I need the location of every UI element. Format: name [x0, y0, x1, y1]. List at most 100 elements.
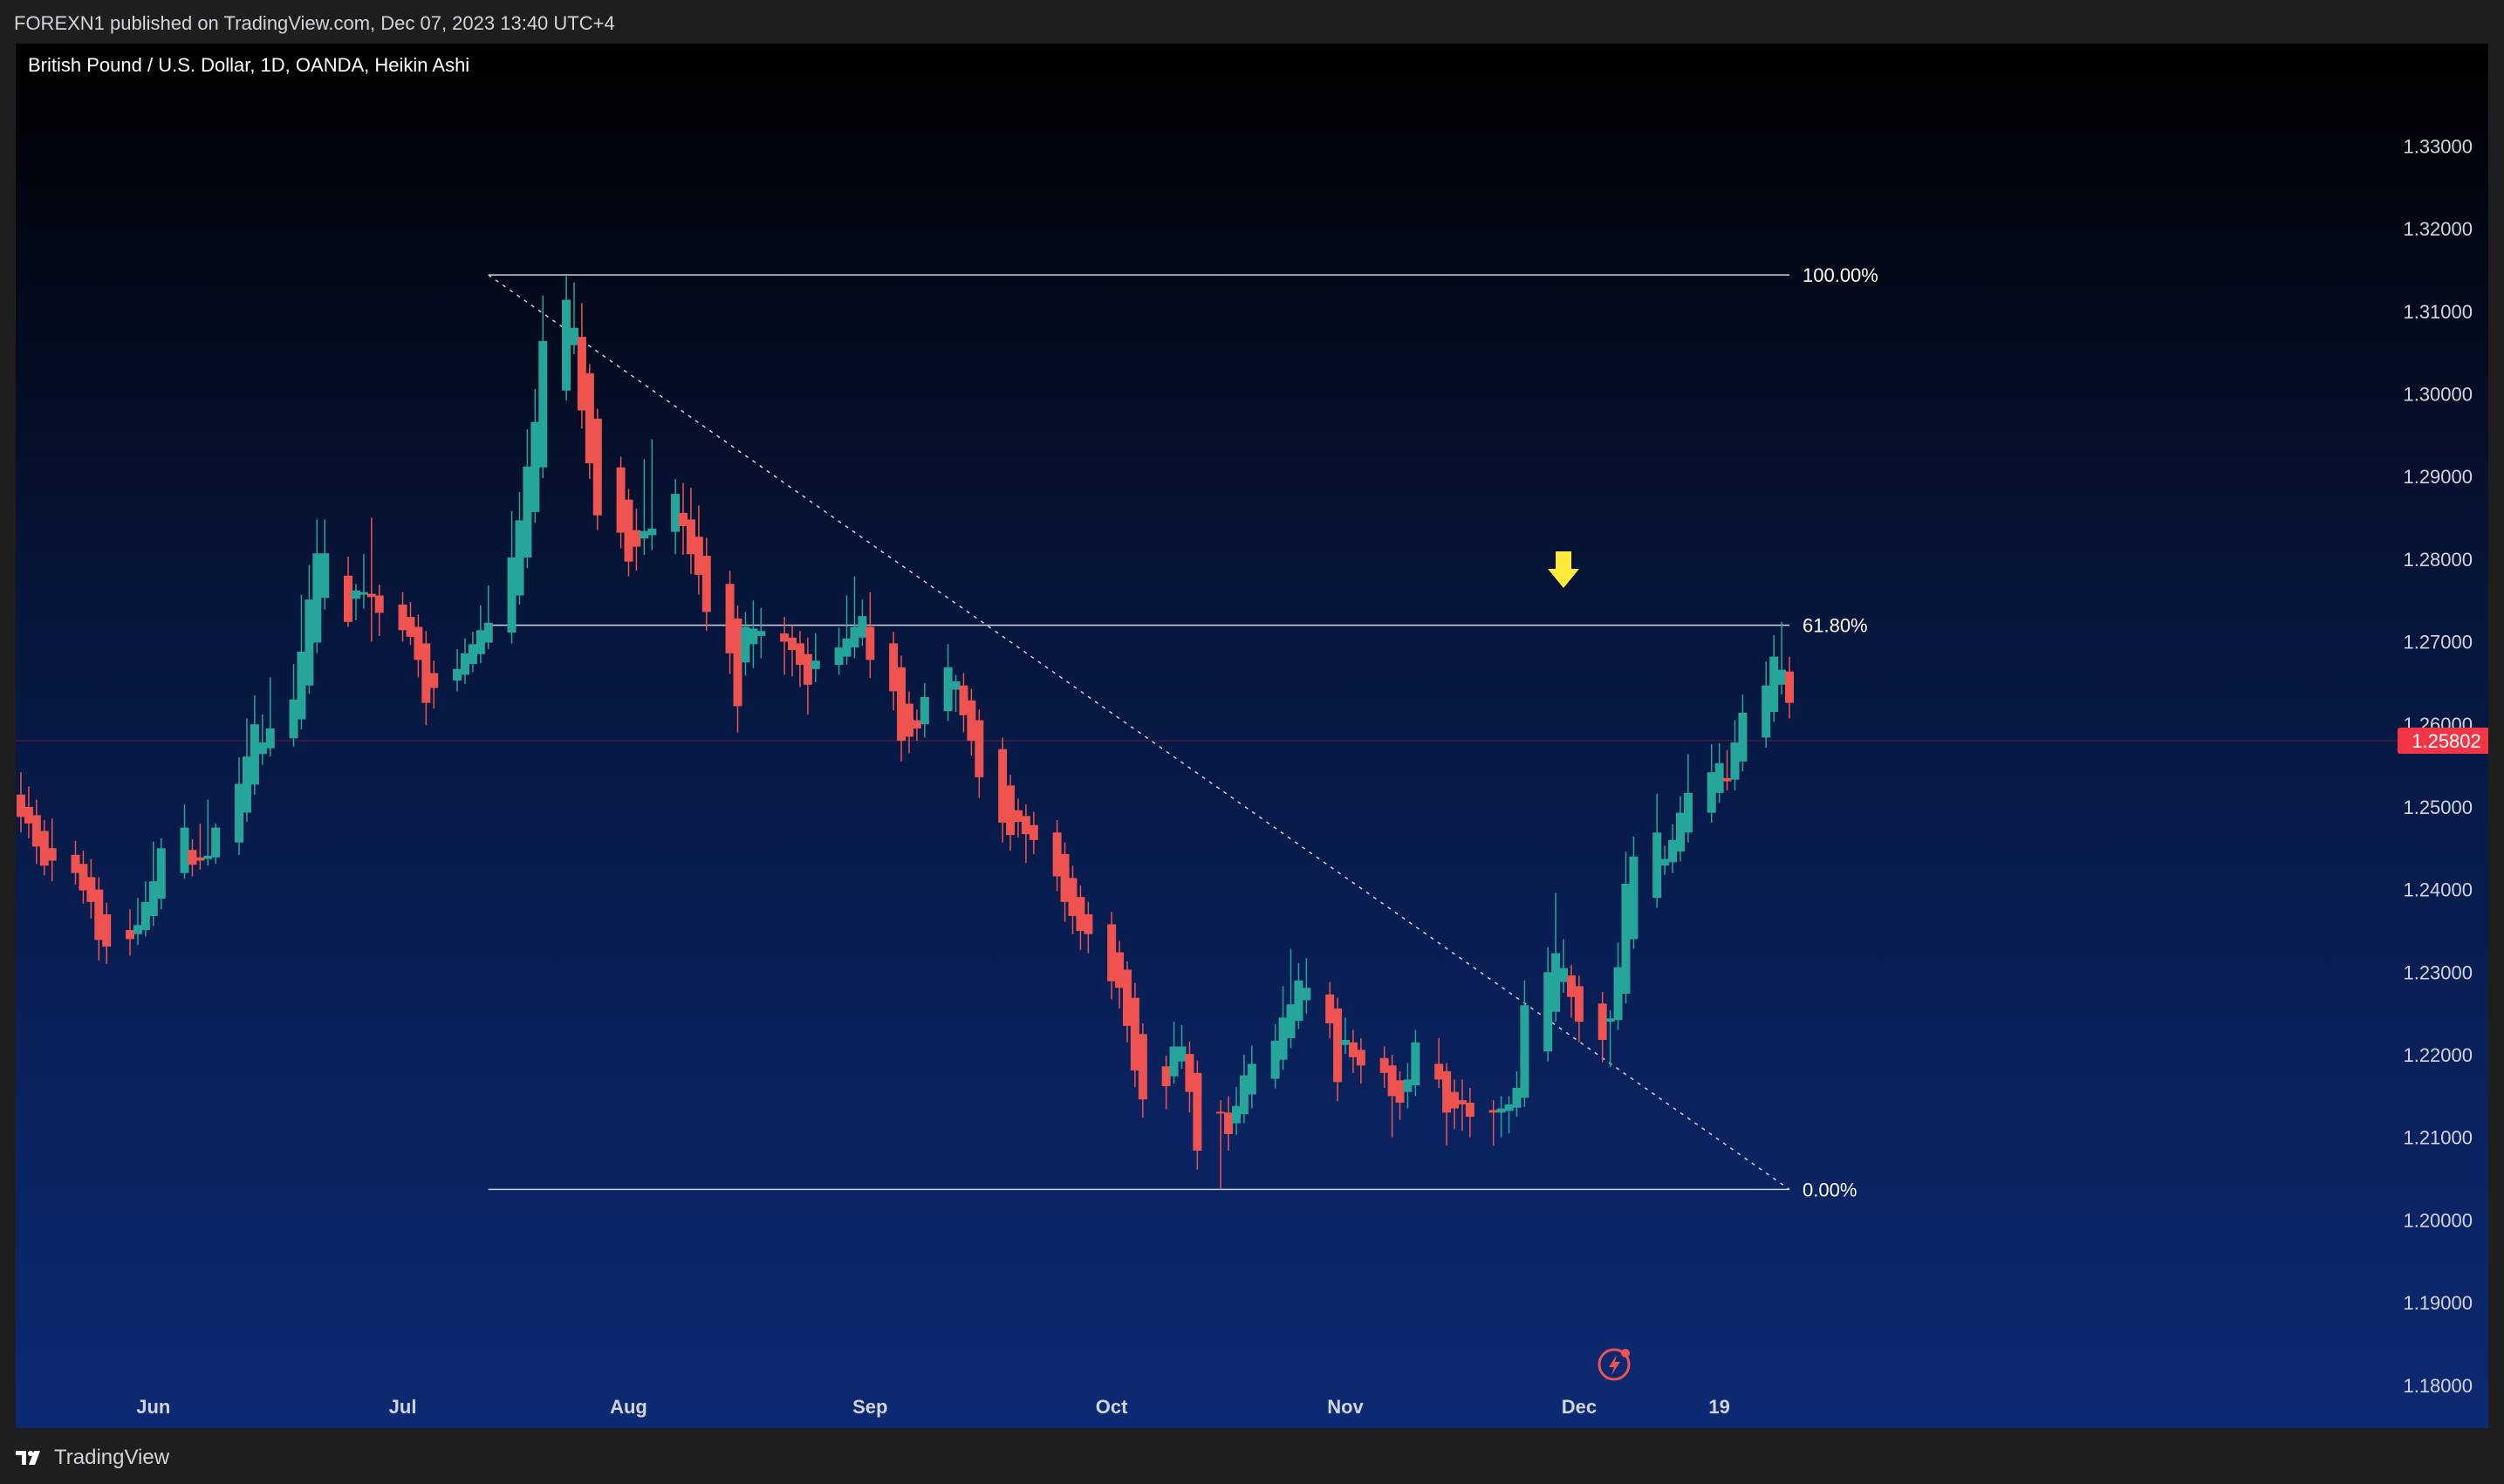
- candle-body: [211, 827, 221, 858]
- candle-body: [1652, 832, 1662, 899]
- candle-body: [453, 668, 462, 681]
- event-dot: [1621, 1349, 1630, 1357]
- candle-body: [250, 724, 259, 785]
- candle-body: [1512, 1087, 1522, 1108]
- candle-body: [904, 703, 913, 737]
- candle-body: [897, 667, 907, 742]
- candle-body: [1122, 969, 1132, 1026]
- candle-body: [1566, 975, 1576, 997]
- candle-body: [756, 631, 766, 636]
- candle-body: [943, 667, 953, 712]
- candle-body: [803, 653, 812, 685]
- candle-body: [1442, 1070, 1452, 1113]
- candle-body: [1785, 671, 1794, 703]
- candle-body: [671, 494, 681, 532]
- x-axis-tick-label: Nov: [1327, 1396, 1364, 1418]
- arrow-down-marker-icon: [1548, 551, 1580, 589]
- candle-body: [733, 619, 742, 707]
- candle-body: [366, 593, 376, 598]
- candle-body: [203, 855, 213, 859]
- candle-body: [1356, 1050, 1365, 1066]
- chart-area[interactable]: 100.00% 61.80% 0.00% 1.33000 1.32000 1.31000 1…: [16, 44, 2488, 1428]
- candle-body: [1107, 924, 1117, 981]
- candle-body: [795, 643, 804, 666]
- candle-body: [1769, 656, 1779, 713]
- candle-body: [1450, 1091, 1460, 1109]
- x-axis-tick-label: Aug: [610, 1396, 647, 1418]
- candle-body: [468, 644, 477, 665]
- candle-body: [741, 626, 750, 663]
- candle-body: [71, 854, 80, 873]
- candle-body: [1730, 742, 1740, 780]
- candle-body: [1138, 1034, 1147, 1100]
- candle-body: [523, 466, 532, 557]
- x-axis-tick-label: Oct: [1096, 1396, 1128, 1418]
- candle-body: [102, 914, 112, 947]
- candle-body: [515, 520, 524, 596]
- candle-body: [1084, 914, 1093, 934]
- candle-body: [94, 889, 104, 940]
- candle-body: [1185, 1054, 1194, 1092]
- candle-body: [86, 877, 96, 902]
- candle-body: [624, 499, 633, 562]
- candle-body: [133, 925, 142, 934]
- y-axis-tick-label: 1.25000: [2403, 797, 2473, 818]
- x-axis-tick-label: Sep: [852, 1396, 887, 1418]
- candle-body: [1504, 1104, 1514, 1111]
- candle-body: [1668, 839, 1678, 863]
- candle-body: [1379, 1057, 1389, 1073]
- candle-body: [1013, 810, 1023, 822]
- y-axis-tick-label: 1.32000: [2403, 218, 2473, 240]
- candle-body: [1006, 785, 1016, 836]
- candle-body: [1060, 853, 1070, 902]
- candle-body: [1333, 1008, 1343, 1083]
- candle-body: [1294, 980, 1303, 1022]
- candle-body: [1302, 988, 1311, 1001]
- y-axis-tick-label: 1.19000: [2403, 1292, 2473, 1314]
- candle-body: [460, 653, 469, 675]
- trend-line: [488, 274, 1790, 1190]
- candle-body: [1130, 997, 1139, 1070]
- event-flash-icon: [1597, 1348, 1631, 1381]
- candle-body: [39, 831, 49, 866]
- symbol-title: British Pound / U.S. Dollar, 1D, OANDA, …: [28, 54, 470, 76]
- candle-body: [297, 651, 306, 720]
- candle-body: [344, 575, 353, 622]
- fib-level-label: 0.00%: [1803, 1179, 1857, 1200]
- candle-body: [889, 643, 899, 692]
- y-axis-tick-label: 1.30000: [2403, 383, 2473, 405]
- current-price-label: 1.25802: [2412, 730, 2481, 752]
- candle-body: [1543, 972, 1553, 1052]
- candle-body: [195, 857, 205, 861]
- candle-body: [1411, 1042, 1420, 1086]
- candle-body: [640, 530, 649, 539]
- candle-body: [1777, 669, 1787, 685]
- candle-body: [1551, 953, 1561, 1012]
- candle-body: [140, 901, 150, 931]
- candle-body: [694, 537, 703, 575]
- candle-body: [414, 626, 423, 660]
- candle-body: [959, 685, 968, 715]
- candle-body: [1387, 1065, 1397, 1097]
- candle-body: [780, 633, 790, 642]
- candle-body: [1520, 1005, 1529, 1098]
- candle-body: [289, 699, 298, 739]
- y-axis-tick-label: 1.29000: [2403, 466, 2473, 488]
- candle-body: [842, 638, 852, 657]
- candle-body: [1714, 763, 1724, 793]
- candle-body: [592, 418, 602, 516]
- candle-body: [1559, 968, 1569, 982]
- candle-body: [1270, 1040, 1280, 1079]
- candle-body: [421, 643, 431, 703]
- candle-body: [1403, 1079, 1413, 1092]
- footer: TradingView: [14, 1445, 169, 1471]
- candle-body: [530, 421, 540, 512]
- candle-body: [679, 512, 688, 526]
- candle-body: [725, 584, 735, 653]
- candle-body: [577, 337, 586, 411]
- candle-body: [850, 626, 859, 648]
- candle-body: [749, 628, 758, 645]
- price-chart[interactable]: 100.00% 61.80% 0.00% 1.33000 1.32000 1.31000 1…: [16, 44, 2488, 1428]
- candle-body: [1621, 883, 1631, 994]
- lightning-bolt: [1609, 1355, 1620, 1375]
